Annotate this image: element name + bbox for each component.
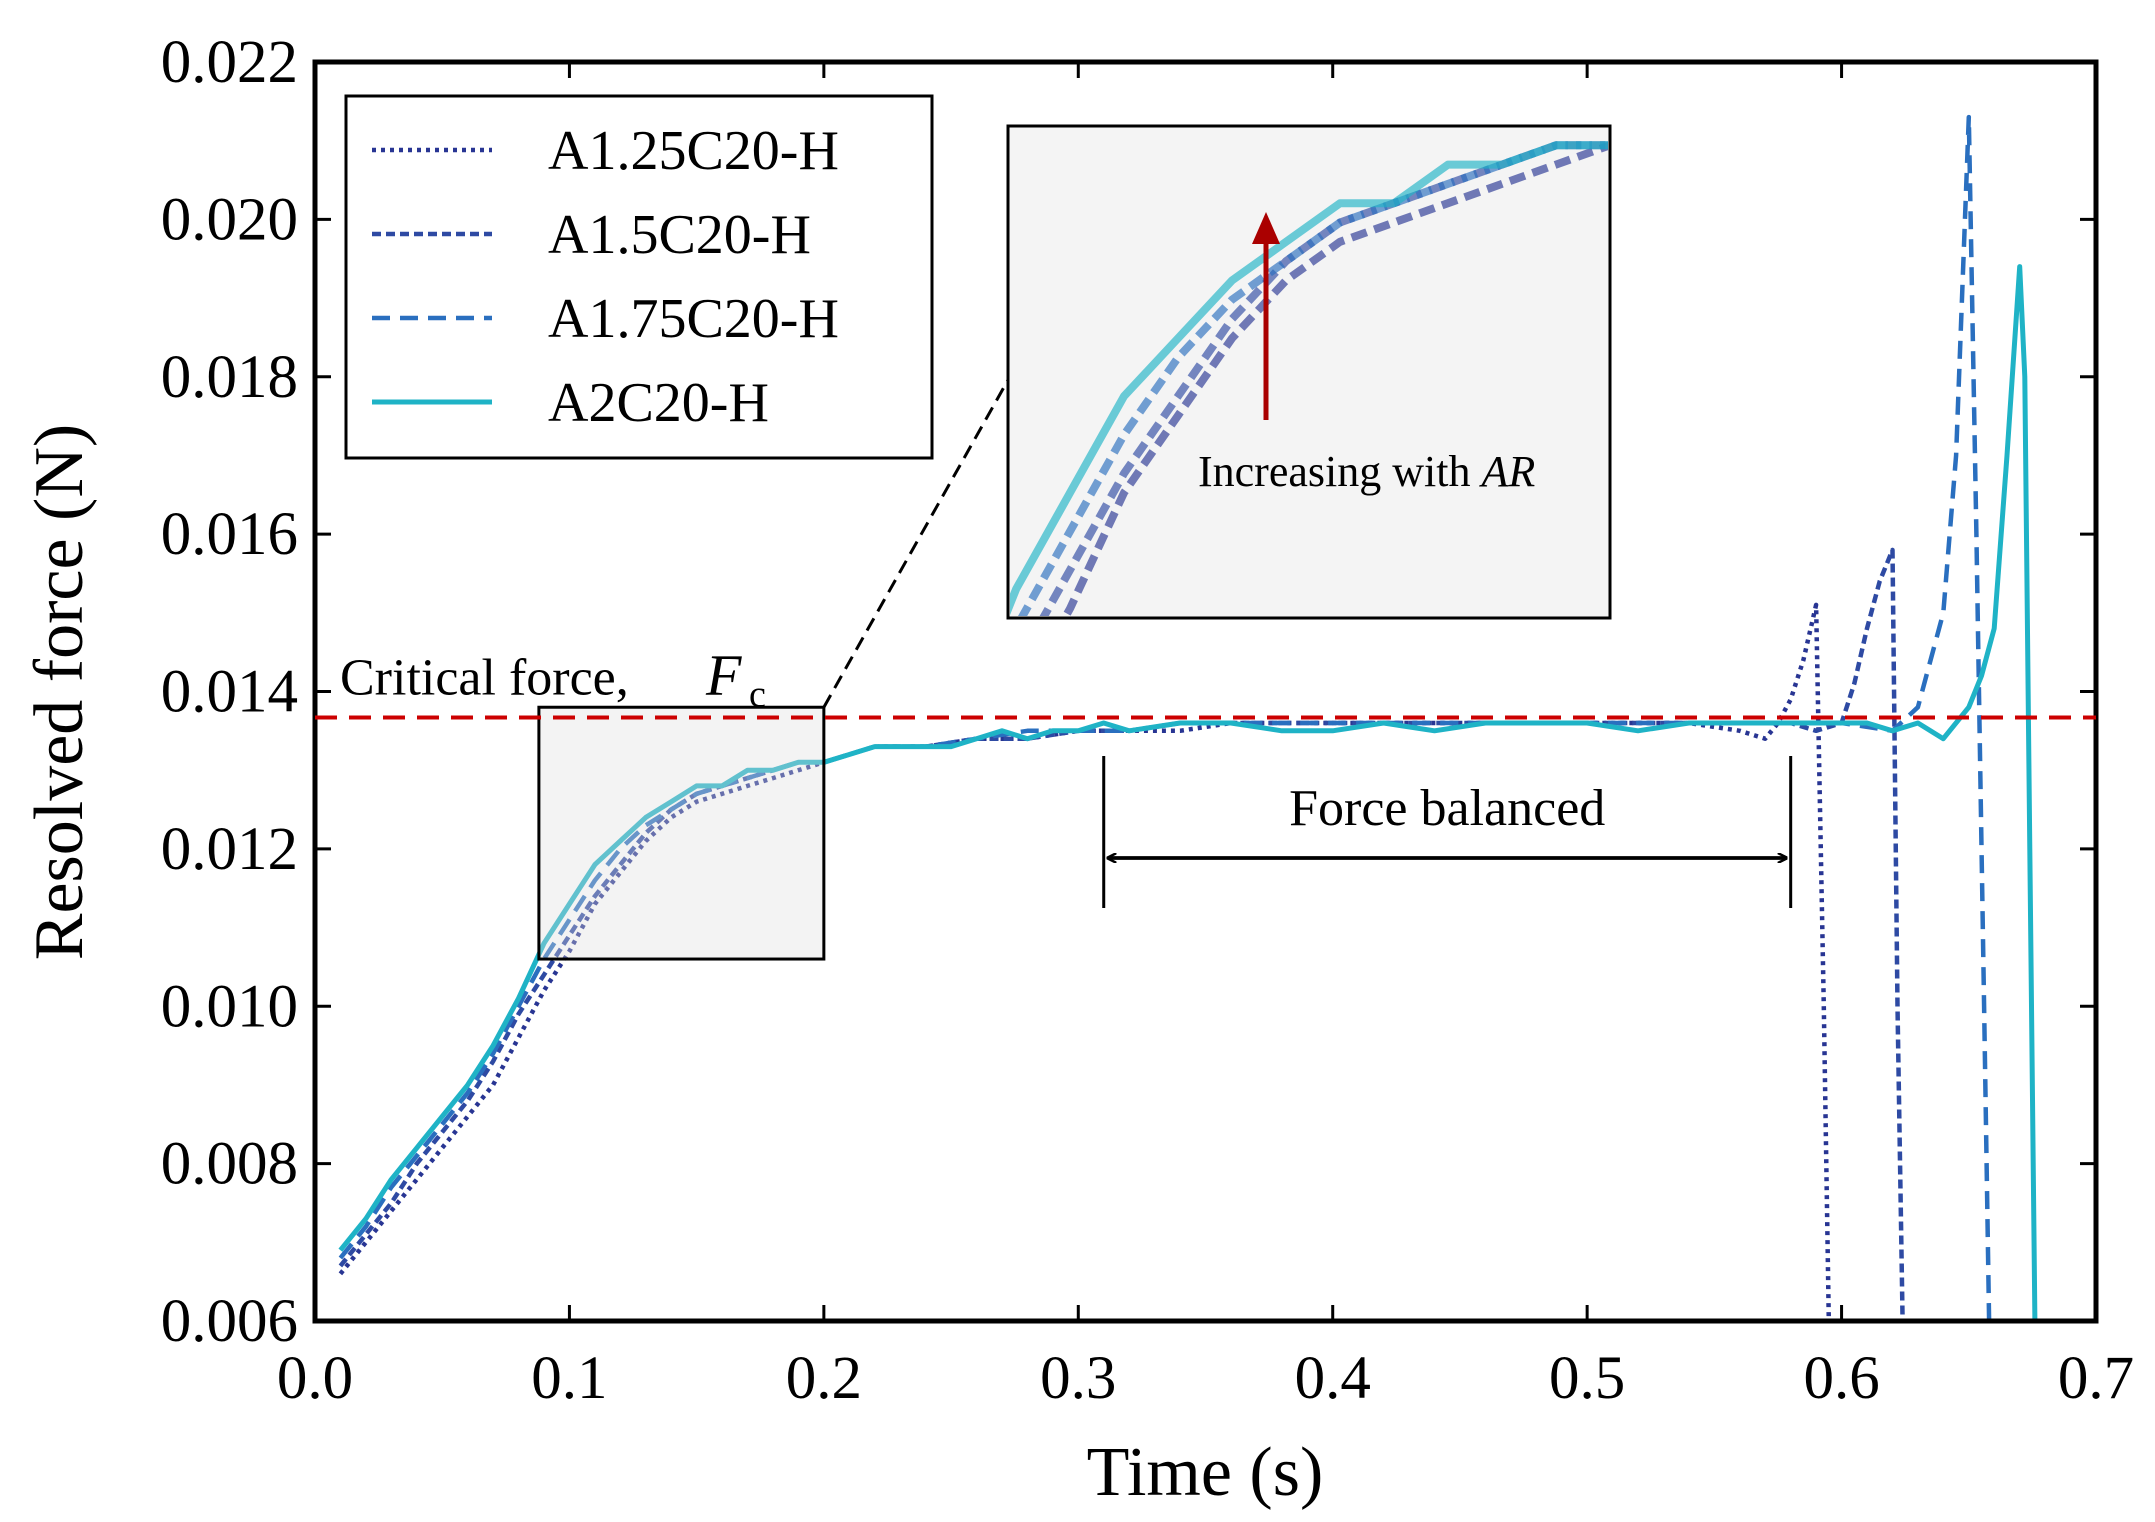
legend-label-1: A1.25C20-H: [548, 120, 839, 182]
x-axis-title: Time (s): [1087, 1434, 1324, 1511]
series-line-2: [338, 547, 1905, 1321]
zoom-inset: Increasing with AR: [1006, 124, 1612, 620]
y-tick-label: 0.010: [161, 973, 298, 1040]
y-tick-label: 0.018: [161, 344, 298, 411]
inset-series-line-4: [1010, 141, 1608, 616]
legend-frame: [344, 94, 934, 460]
critical-force-label: Critical force,: [340, 649, 629, 706]
inset-annotation: Increasing with AR: [1198, 447, 1535, 496]
critical-force-subscript: c: [749, 673, 766, 715]
increase-arrow-head: [1252, 212, 1280, 244]
legend-label-3: A1.75C20-H: [548, 288, 839, 350]
legend-label-2: A1.5C20-H: [548, 204, 811, 266]
y-tick-label: 0.014: [161, 659, 298, 726]
x-tick-label: 0.5: [1549, 1345, 1625, 1412]
x-tick-label: 0.6: [1803, 1345, 1879, 1412]
legend: A1.25C20-H A1.5C20-H A1.75C20-H A2C20-H: [344, 94, 934, 460]
y-tick-label: 0.008: [161, 1131, 298, 1198]
x-tick-label: 0.1: [531, 1345, 607, 1412]
y-axis-title: Resolved force (N): [21, 424, 98, 960]
y-tick-label: 0.020: [161, 186, 298, 253]
x-tick-label: 0.3: [1040, 1345, 1116, 1412]
inset-frame: [1006, 124, 1612, 620]
inset-series-line-2: [1039, 141, 1608, 616]
critical-force-symbol: F: [705, 642, 742, 707]
series-line-4: [338, 264, 2038, 1321]
x-tick-label: 0.7: [2058, 1345, 2134, 1412]
y-tick-label: 0.022: [161, 29, 298, 96]
legend-label-4: A2C20-H: [548, 372, 769, 434]
x-tick-label: 0.2: [786, 1345, 862, 1412]
inset-series-line-1: [1061, 141, 1608, 616]
force-balanced-label: Force balanced: [1289, 780, 1605, 837]
zoom-box: [537, 705, 826, 961]
y-tick-label: 0.006: [161, 1288, 298, 1355]
inset-series: [1010, 141, 1608, 616]
axis-ticks: 0.0 0.1 0.2 0.3 0.4 0.5 0.6 0.7 0.006 0.008 0.010 0…: [161, 29, 2134, 1412]
x-tick-label: 0.0: [277, 1345, 353, 1412]
y-tick-label: 0.012: [161, 816, 298, 883]
y-tick-label: 0.016: [161, 501, 298, 568]
x-tick-label: 0.4: [1295, 1345, 1371, 1412]
zoom-connector: [822, 379, 1010, 708]
plot-series: [338, 114, 2038, 1321]
